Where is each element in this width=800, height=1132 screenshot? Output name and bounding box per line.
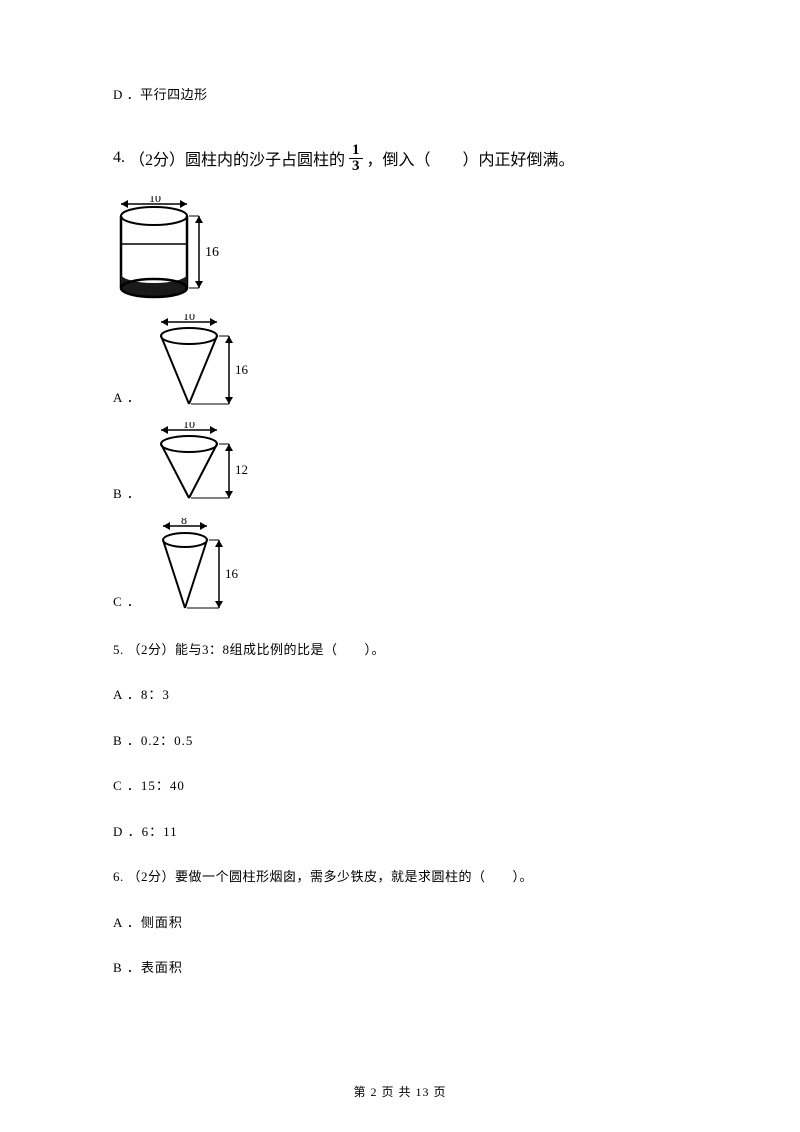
cylinder-svg: 10 16 [113,196,228,304]
option-b-letter: B ． [113,483,141,508]
cone-b-height: 12 [235,462,248,477]
option-a-letter: A ． [113,387,141,412]
q5-stem: 5. （2分）能与3：8组成比例的比是（ ）。 [113,640,687,660]
cone-b-svg: 10 12 [149,422,259,508]
cone-c-width: 8 [181,518,187,527]
cylinder-height-label: 16 [205,245,219,260]
q4-option-b: B ． 10 12 [113,422,687,508]
cylinder-figure: 10 16 [113,196,687,304]
q4-text2: ，倒入（ ）内正好倒满。 [367,146,575,170]
cone-c-height: 16 [225,566,239,581]
q4-number: 4. [113,149,125,167]
cylinder-width-label: 10 [149,196,161,205]
q5-option-d: D ．6：11 [113,822,687,842]
fraction-num: 1 [349,143,363,159]
page-footer: 第 2 页 共 13 页 [0,1083,800,1100]
cone-a-width: 10 [183,314,195,323]
q5-option-b: B ．0.2：0.5 [113,731,687,751]
fraction-icon: 1 3 [349,143,363,174]
option-c-letter: C ． [113,591,141,616]
cone-a-height: 16 [235,362,249,377]
q4-points: （2分） [129,146,185,170]
q4-stem: 4. （2分） 圆柱内的沙子占圆柱的 1 3 ，倒入（ ）内正好倒满。 [113,143,687,174]
q4-option-a: A ． 10 16 [113,314,687,412]
q3-option-d: D ．平行四边形 [113,85,687,105]
q6-option-b: B ．表面积 [113,958,687,978]
q4-text1: 圆柱内的沙子占圆柱的 [185,146,345,170]
cone-a-svg: 10 16 [149,314,259,412]
q6-stem: 6. （2分）要做一个圆柱形烟囱，需多少铁皮，就是求圆柱的（ ）。 [113,867,687,887]
cone-c-svg: 8 16 [149,518,254,616]
q6-option-a: A ．侧面积 [113,913,687,933]
q5-option-c: C ．15：40 [113,776,687,796]
q5-option-a: A ．8：3 [113,685,687,705]
q4-option-c: C ． 8 16 [113,518,687,616]
fraction-den: 3 [349,159,363,174]
cone-b-width: 10 [183,422,195,431]
